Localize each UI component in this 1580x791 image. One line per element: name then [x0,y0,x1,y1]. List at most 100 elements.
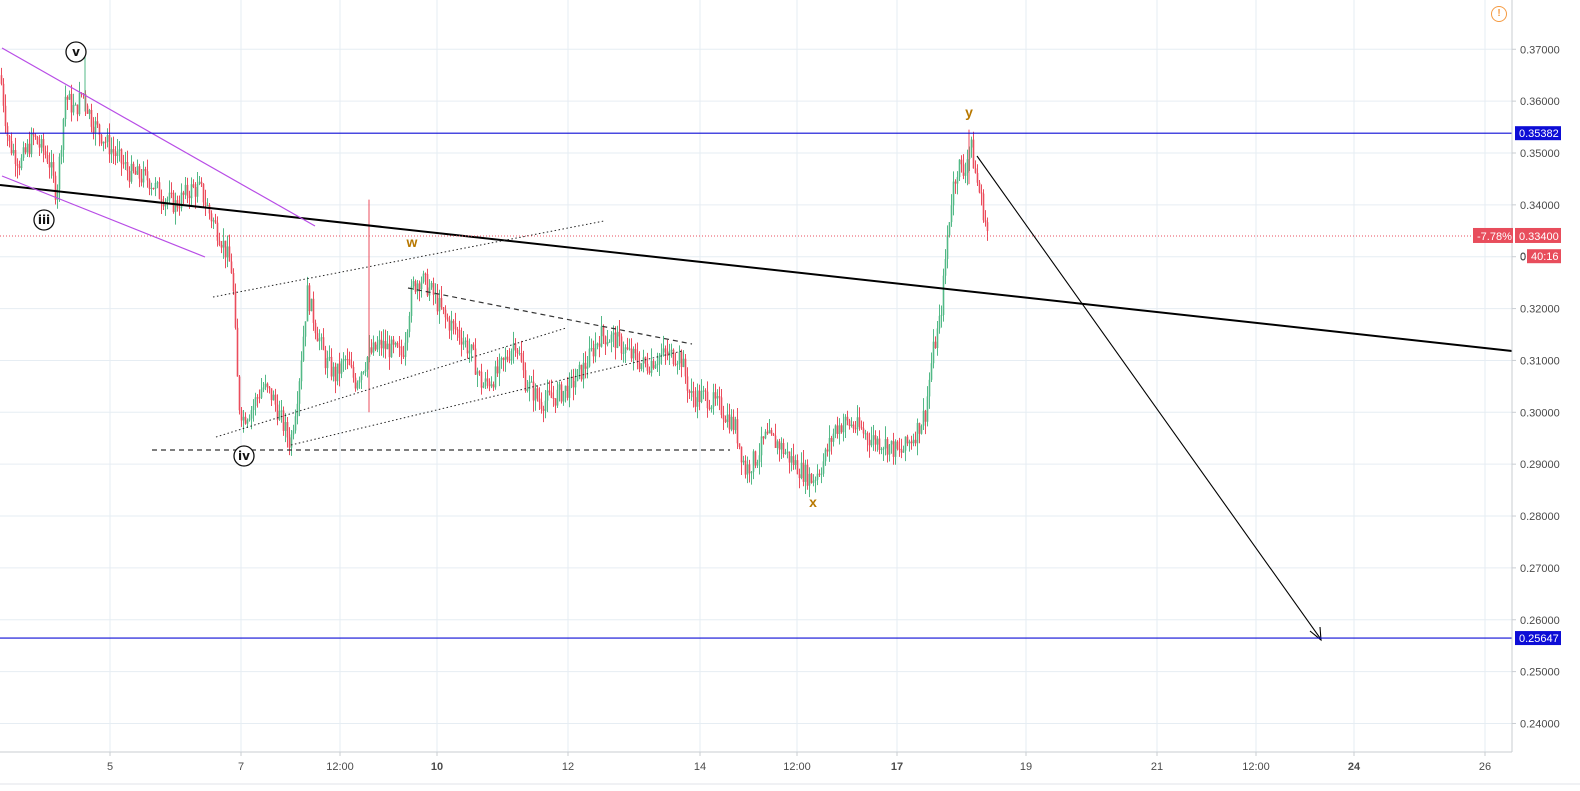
candle-body [500,358,503,360]
candle-body [338,363,341,374]
candle-body [902,450,905,453]
countdown-tag [1527,249,1561,264]
candle-body [294,416,297,431]
candle-body [222,240,225,248]
candle-body [282,410,285,431]
candle-body [246,420,249,424]
candle-body [148,180,151,189]
candle-body [70,93,73,113]
candle-body [16,164,19,167]
candle-body [196,184,199,197]
candle-body [672,349,675,365]
candle-body [508,359,511,361]
candle-body [276,404,279,420]
candle-body [594,343,597,357]
candle-body [226,246,229,258]
candle-body [584,362,587,369]
candle-body [496,366,499,374]
level-price-tag [1515,126,1561,141]
candle-body [544,400,547,411]
candle-body [158,182,161,199]
candle-body [484,378,487,386]
candle-body [92,126,95,134]
y-axis-tick-label: 0.30000 [1520,407,1560,419]
candle-body [698,390,701,402]
candle-body [628,348,631,350]
candle-body [724,419,727,423]
candle-body [706,391,709,409]
wave-label-w: w [406,234,418,250]
candle-body [406,331,409,343]
candle-body [938,315,941,329]
candle-body [530,381,533,383]
candle-body [168,192,171,200]
dotted-lower-line [290,350,683,446]
candle-body [72,105,75,113]
wave-label-circle [65,41,87,63]
last-price-tag [1515,227,1561,243]
candle-body [862,428,865,434]
candle-body [14,150,17,165]
candle-body [934,341,937,349]
candle-body [178,207,181,209]
channel-upper-line [1,47,316,227]
candle-body [10,141,13,154]
candle-body [454,323,457,330]
wave-label-y: y [965,104,973,120]
candle-body [420,281,423,290]
candle-body [396,342,399,347]
y-axis-tick-label: 0.28000 [1520,511,1560,523]
candle-body [266,383,269,387]
candle-body [214,220,217,223]
y-axis-tick-label: 0.35000 [1520,148,1560,160]
candle-body [726,414,729,423]
candle-body [932,341,935,364]
candle-body [300,360,303,382]
candle-body [514,343,517,350]
candle-body [384,340,387,350]
wave-label-v: v [72,45,80,59]
candle-body [394,342,397,345]
y-axis-tick-label: 0.37000 [1520,44,1560,56]
candle-body [374,342,377,350]
candle-body [922,410,925,426]
candle-body [770,430,773,434]
candle-body [666,352,669,356]
candle-body [548,390,551,393]
candle-body [892,441,895,457]
candle-body [618,331,621,337]
candle-body [832,433,835,442]
candle-body [364,369,367,372]
candle-body [758,455,761,463]
candle-body [642,357,645,364]
candle-body [356,382,359,389]
candle-body [46,155,49,163]
y-axis[interactable]: 0.24000 0.25000 0.26000 0.27000 0.28000 0.290… [1473,0,1561,752]
candle-body [188,195,191,199]
candle-body [378,339,381,345]
candle-body [430,282,433,288]
candle-body [878,438,881,450]
candle-body [774,435,777,448]
candle-body [208,205,211,214]
x-axis-tick-label: 14 [694,761,706,773]
candle-body [600,326,603,347]
candle-body [474,348,477,375]
candle-body [874,435,877,445]
candle-body [274,394,277,405]
candle-body [926,396,929,422]
candle-body [0,75,3,84]
projection-arrow-head [1309,626,1322,642]
candle-body [332,366,335,377]
level-price-tag-label: 0.25647 [1519,633,1559,645]
candle-body [120,149,123,164]
candle-body [868,440,871,446]
candle-body [598,343,601,347]
x-axis-tick-label: 7 [238,761,244,773]
candle-body [388,343,391,358]
candle-body [518,353,521,355]
candle-body [962,164,965,176]
candle-body [838,425,841,435]
alert-icon[interactable]: ! [1491,6,1507,22]
